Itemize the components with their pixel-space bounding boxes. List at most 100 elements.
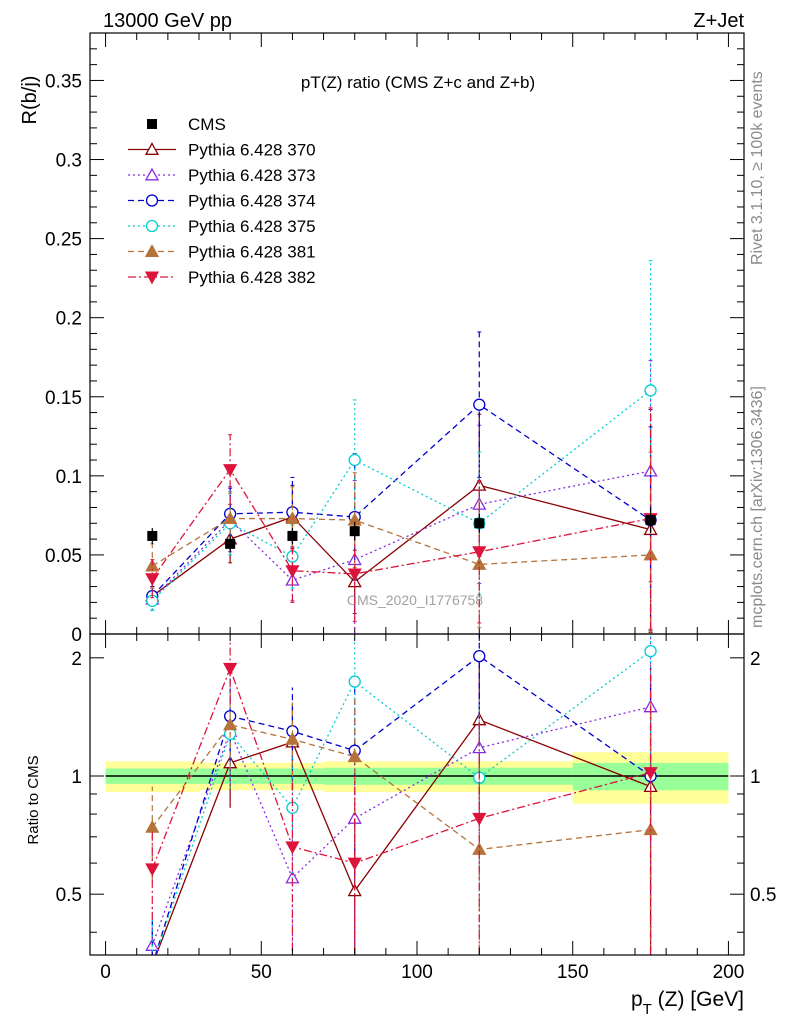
series-line <box>151 666 651 870</box>
main-ylabel: R(b/j) <box>19 76 41 125</box>
ratio-series-pythia-6.428-382 <box>145 639 658 955</box>
ratio-xtick-label: 0 <box>100 962 111 983</box>
legend-label: CMS <box>188 115 226 134</box>
data-point <box>147 530 158 541</box>
legend-marker <box>145 194 159 207</box>
data-point <box>147 960 158 971</box>
legend-marker <box>144 167 160 181</box>
series-line <box>151 468 651 580</box>
analysis-watermark: CMS_2020_I1776758 <box>347 592 483 608</box>
ratio-series-pythia-6.428-375 <box>147 634 657 971</box>
data-point <box>145 820 160 833</box>
data-point <box>643 767 658 780</box>
legend-marker <box>144 244 160 257</box>
legend-marker <box>145 219 159 233</box>
main-panel: 0 0.05 0.1 0.15 0.2 0.25 0.3 0.35 <box>45 32 745 646</box>
process-label: Z+Jet <box>693 10 744 32</box>
ratio-plot-area <box>105 634 729 971</box>
ratio-xtick-label: 200 <box>713 962 745 983</box>
legend-marker <box>144 271 160 285</box>
data-point <box>225 538 236 549</box>
series-line <box>154 650 651 955</box>
data-point <box>644 384 657 397</box>
main-ytick-label: 0.3 <box>56 151 82 172</box>
legend-label: Pythia 6.428 373 <box>188 166 316 185</box>
plot-title: pT(Z) ratio (CMS Z+c and Z+b) <box>301 73 535 92</box>
data-point <box>285 841 300 855</box>
series-cms <box>147 507 656 552</box>
ratio-ylabel: Ratio to CMS <box>25 755 42 844</box>
ratio-xtick-label: 50 <box>251 962 272 983</box>
ratio-ytick-label: 2 <box>71 649 82 670</box>
data-point <box>223 511 238 524</box>
data-point <box>347 857 362 871</box>
legend-item: Pythia 6.428 373 <box>128 166 316 185</box>
legend-label: Pythia 6.428 381 <box>188 243 316 262</box>
legend-item-cms: CMS <box>147 115 226 134</box>
ratio-panel: 0.5 0.5 1 1 2 2 0 50 100 150 200 <box>56 633 776 983</box>
data-point <box>644 644 657 658</box>
data-point <box>472 812 487 826</box>
ratio-ytick-label-right: 2 <box>750 649 761 670</box>
main-ytick-label: 0.05 <box>45 546 82 567</box>
series-line <box>151 403 651 597</box>
ratio-ytick-label-right: 1 <box>750 767 761 788</box>
data-point <box>645 515 656 526</box>
ratio-xtick-label: 100 <box>401 962 433 983</box>
series-line <box>155 719 651 955</box>
ratio-xtick-label: 150 <box>557 962 589 983</box>
data-point <box>285 511 300 524</box>
data-point <box>348 675 361 688</box>
main-plot-area <box>145 260 658 634</box>
series-line <box>151 724 651 851</box>
main-ytick-label: 0.15 <box>45 388 82 409</box>
data-point <box>473 649 486 663</box>
data-point <box>145 863 160 877</box>
data-point <box>146 959 158 970</box>
legend-label: Pythia 6.428 370 <box>188 141 316 160</box>
data-point <box>474 518 485 529</box>
ratio-ytick-label-right: 0.5 <box>750 885 776 906</box>
legend-label: Pythia 6.428 382 <box>188 268 316 287</box>
x-axis-label-sub: T <box>643 1001 652 1018</box>
series-pythia-6.428-375 <box>146 260 657 611</box>
main-ytick-label: 0.35 <box>45 71 82 92</box>
legend-item: Pythia 6.428 381 <box>128 243 316 262</box>
main-ytick-label: 0.2 <box>56 309 82 330</box>
data-point <box>348 453 361 467</box>
series-line <box>151 470 651 600</box>
legend-item: Pythia 6.428 382 <box>128 268 316 287</box>
mcplots-label: mcplots.cern.ch [arXiv:1306.3436] <box>749 386 766 628</box>
data-point <box>472 546 487 560</box>
series-line <box>151 484 651 597</box>
data-point <box>223 662 238 676</box>
series-line <box>151 517 651 567</box>
data-point <box>347 568 362 582</box>
rivet-label: Rivet 3.1.10, ≥ 100k events <box>749 71 766 265</box>
energy-label: 13000 GeV pp <box>103 10 232 32</box>
data-point <box>145 573 160 586</box>
legend-marker <box>147 119 157 129</box>
data-point <box>349 526 360 537</box>
data-point <box>223 717 238 731</box>
legend-label: Pythia 6.428 375 <box>188 217 316 236</box>
legend-marker <box>144 142 160 155</box>
x-axis-label: pT (Z) [GeV] <box>631 988 744 1018</box>
legend-item: Pythia 6.428 375 <box>128 217 316 236</box>
legend-item: Pythia 6.428 370 <box>128 141 316 160</box>
legend-item: Pythia 6.428 374 <box>128 192 316 211</box>
data-point <box>285 565 300 579</box>
legend-label: Pythia 6.428 374 <box>188 192 316 211</box>
x-axis-label-rest: (Z) [GeV] <box>652 988 744 1011</box>
series-line <box>154 655 651 955</box>
x-axis-label-p: p <box>631 988 643 1011</box>
data-point <box>287 530 298 541</box>
main-ytick-label: 0 <box>71 625 82 646</box>
data-point <box>147 960 158 971</box>
main-ytick-label: 0.25 <box>45 230 82 251</box>
series-line <box>151 389 651 602</box>
data-point <box>472 740 487 754</box>
data-point <box>347 749 362 763</box>
data-point <box>223 464 238 477</box>
